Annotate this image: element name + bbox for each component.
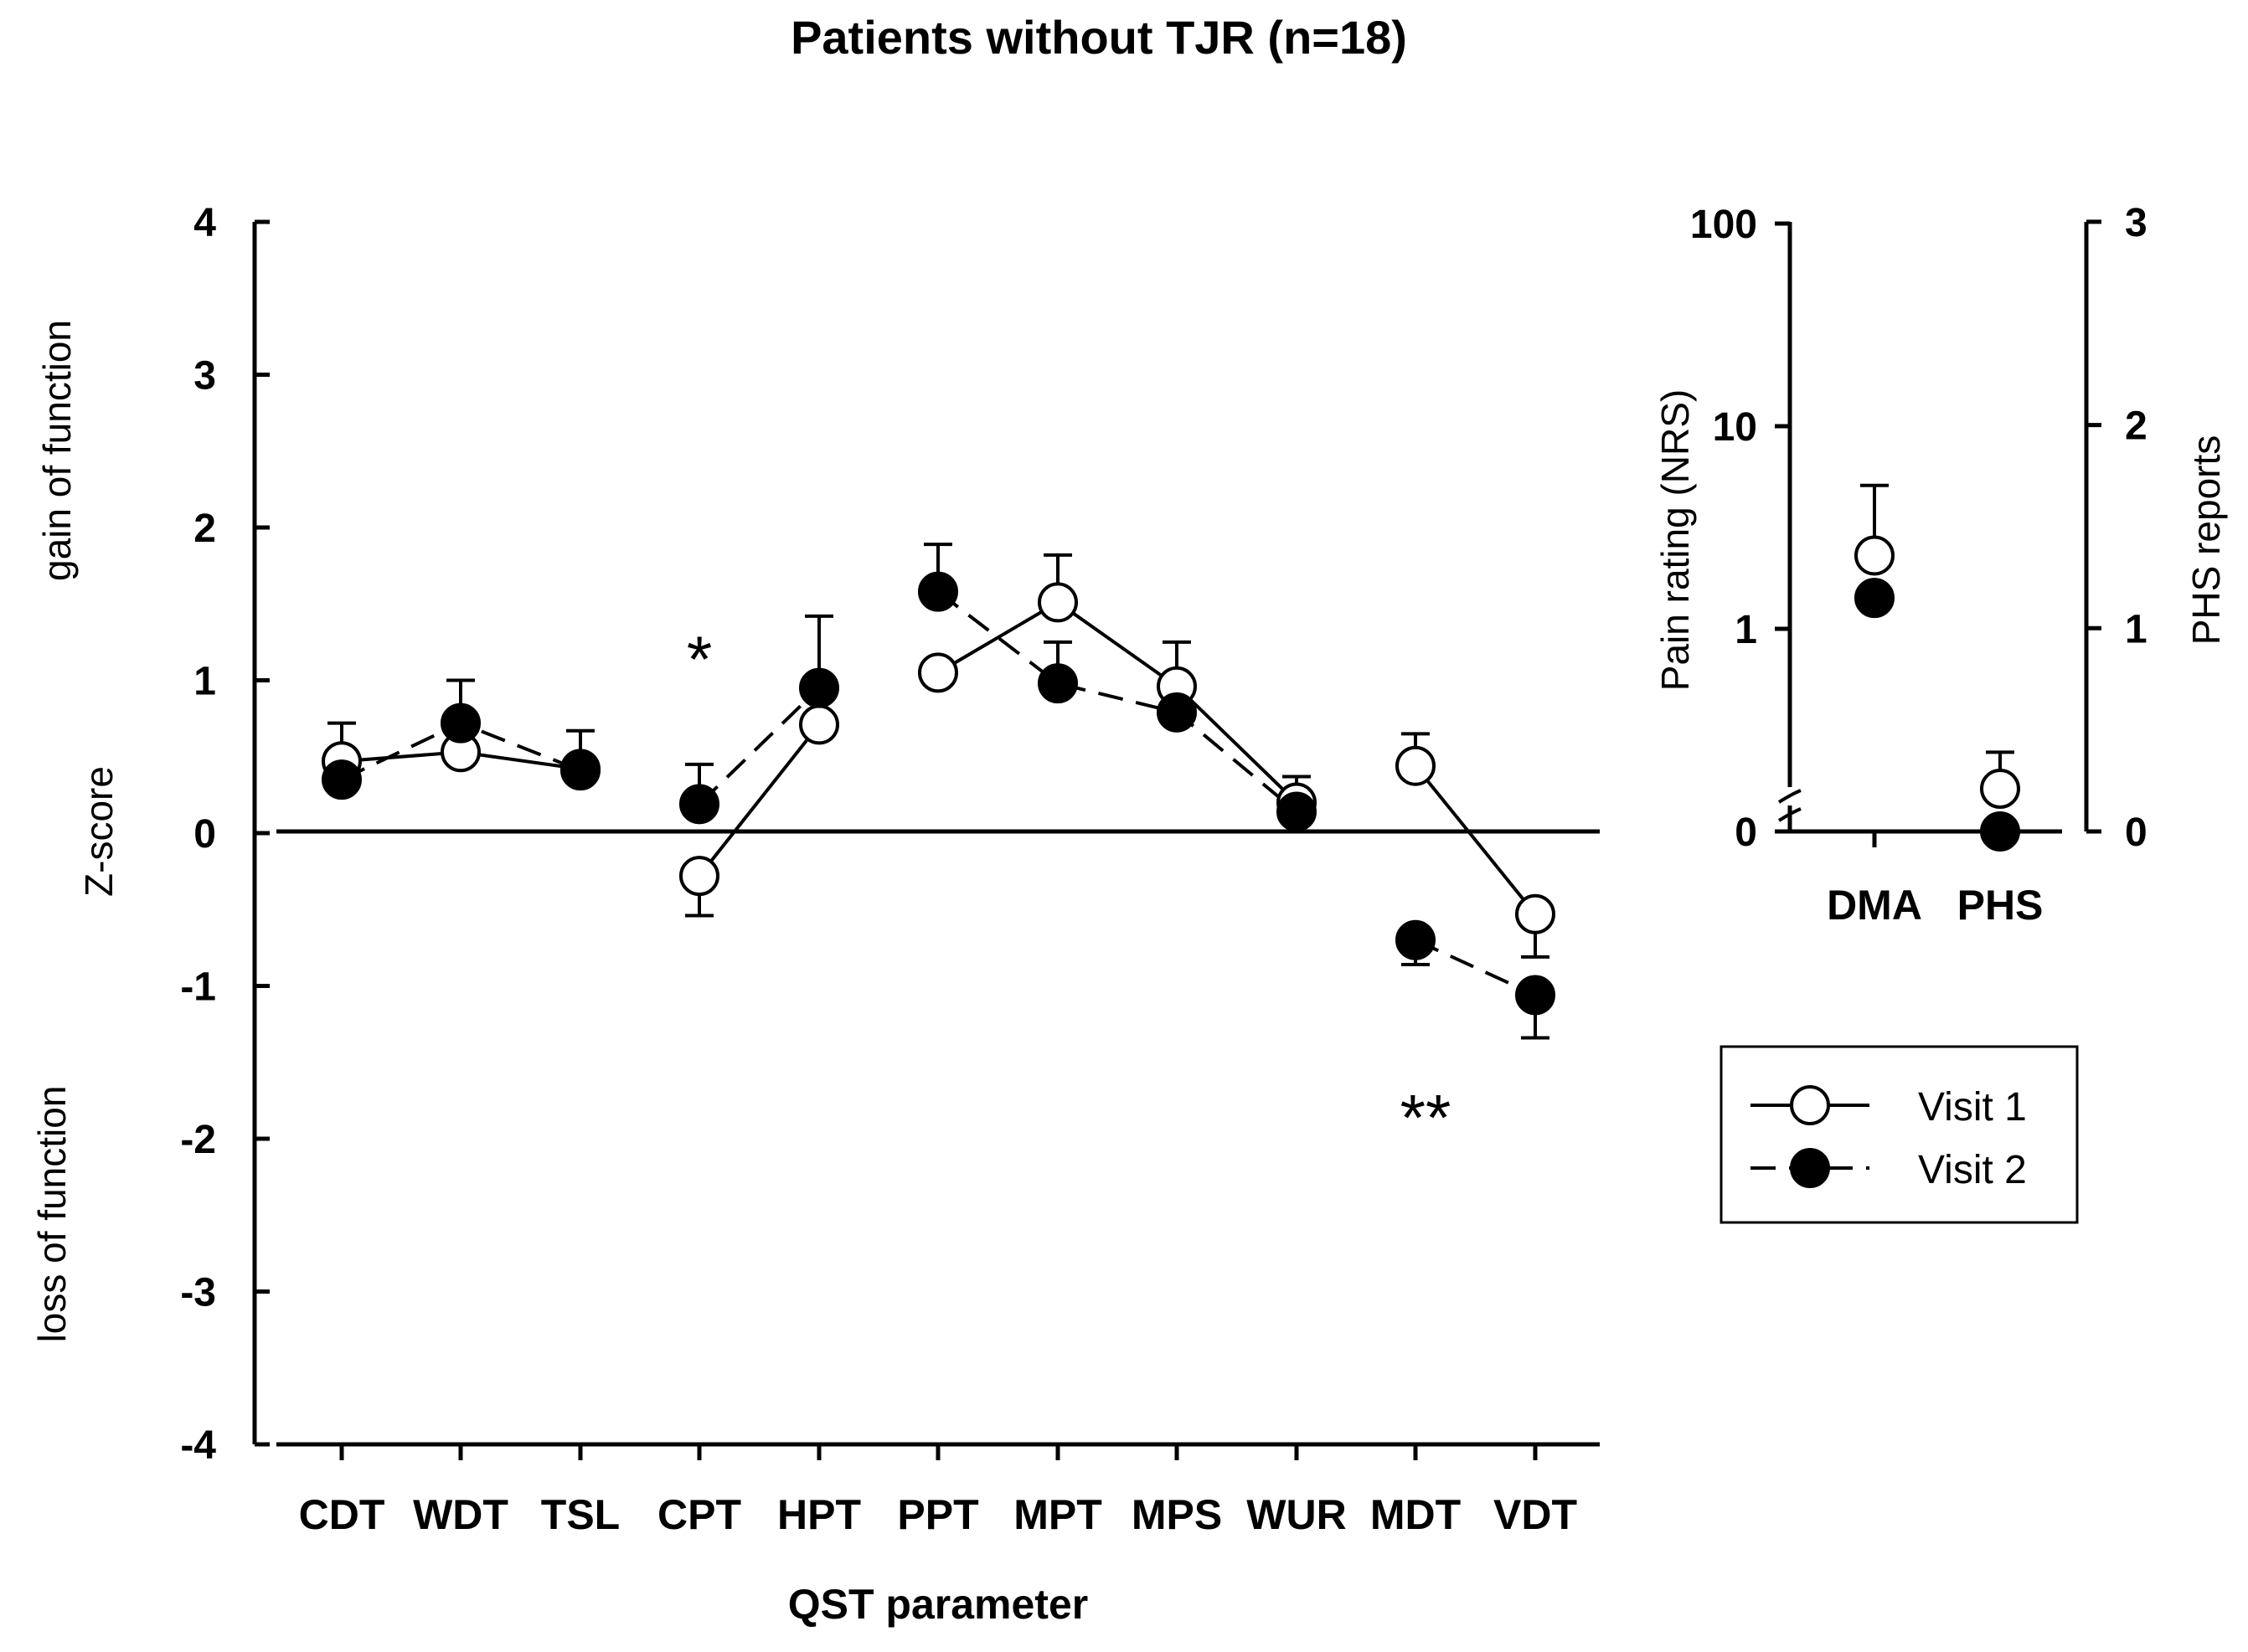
visit-1-point-mdt xyxy=(1395,745,1436,786)
visit-1-line-segment xyxy=(936,600,1298,804)
visit-1-point-hpt xyxy=(799,704,839,745)
x-ticks: CDT WDT TSL CPT HPT PPT MPT MPS WUR MDT VDT xyxy=(299,1444,1577,1538)
legend-label-visit-2: Visit 2 xyxy=(1918,1148,2027,1192)
visit-2-point-cdt xyxy=(322,759,362,800)
legend-marker-visit-2 xyxy=(1790,1148,1830,1188)
visit-1-point-dma xyxy=(1854,535,1895,576)
right-axis-tick-label: 0 xyxy=(2125,811,2147,855)
visit-2-line-segment xyxy=(698,687,821,805)
x-tick-label: MPT xyxy=(1013,1491,1102,1538)
x-tick-label: WUR xyxy=(1246,1491,1346,1538)
x-tick-label: MPS xyxy=(1132,1491,1222,1538)
left-axis-tick-label: 0 xyxy=(1735,811,1757,855)
visit-2-point-vdt xyxy=(1515,975,1555,1016)
y-tick-label: -2 xyxy=(180,1118,216,1162)
x-axis-title: QST parameter xyxy=(788,1581,1088,1628)
small-x-ticks: DMA PHS xyxy=(1827,831,2043,929)
significance-marker: ** xyxy=(1400,1081,1451,1155)
left-axis-tick-label: 1 xyxy=(1735,608,1757,652)
y-tick-label: 3 xyxy=(193,354,216,399)
y-label-gain: gain of function xyxy=(35,320,79,581)
y-tick-label: 2 xyxy=(193,507,216,551)
x-tick-label: MDT xyxy=(1370,1491,1461,1538)
small-x-tick-label: PHS xyxy=(1957,882,2044,929)
small-points xyxy=(1854,483,2020,852)
visit-2-point-ppt xyxy=(918,571,958,612)
y-tick-label: -1 xyxy=(180,965,216,1010)
main-chart: 4 3 2 1 0 -1 -2 -3 -4 CDT WDT TSL CPT HPT PPT MPT MPS WU… xyxy=(30,201,1600,1628)
x-tick-label: WDT xyxy=(413,1491,508,1538)
right-axis-title: PHS reports xyxy=(2184,435,2228,646)
y-tick-label: -4 xyxy=(180,1423,216,1468)
significance-marker: * xyxy=(687,622,712,696)
visit-1-line-segment xyxy=(698,723,821,877)
annotations: *** xyxy=(687,622,1451,1155)
visit-2-point-dma xyxy=(1854,578,1895,619)
visit-2-point-wur xyxy=(1276,791,1317,832)
visit-2-point-wdt xyxy=(441,702,481,744)
visit-2-point-hpt xyxy=(799,667,839,708)
visit-1-point-cpt xyxy=(679,856,719,897)
visit-2-line-segment xyxy=(1415,938,1536,997)
error-bars xyxy=(327,543,1549,1040)
y-label-loss: loss of function xyxy=(30,1086,74,1343)
x-tick-label: HPT xyxy=(777,1491,861,1538)
x-tick-label: TSL xyxy=(541,1491,620,1538)
legend-box xyxy=(1720,1045,2079,1224)
y-tick-label: 1 xyxy=(193,660,216,704)
right-axis-ticks: 3 2 1 0 xyxy=(2086,201,2147,855)
visit-2-point-mdt xyxy=(1395,919,1436,960)
y-tick-label: 4 xyxy=(193,201,216,245)
x-tick-label: PPT xyxy=(897,1491,978,1538)
x-tick-label: CPT xyxy=(657,1491,741,1538)
visit-2-point-tsl xyxy=(560,750,601,791)
y-ticks: 4 3 2 1 0 -1 -2 -3 -4 xyxy=(180,201,270,1468)
visit-2-point-mpt xyxy=(1038,663,1078,704)
visit-1-point-phs xyxy=(1980,769,2020,810)
visit-1-point-ppt xyxy=(918,652,958,693)
visit-2-point-mps xyxy=(1157,692,1197,733)
right-axis-tick-label: 2 xyxy=(2125,404,2147,449)
right-axis-tick-label: 1 xyxy=(2125,607,2147,651)
legend-marker-visit-1 xyxy=(1790,1085,1830,1125)
legend: Visit 1 Visit 2 xyxy=(1720,1045,2079,1224)
left-axis-tick-label: 10 xyxy=(1713,405,1757,450)
right-axis-tick-label: 3 xyxy=(2125,201,2147,245)
visit-2-point-cpt xyxy=(679,784,719,825)
small-x-tick-label: DMA xyxy=(1827,882,1922,929)
small-chart-axes xyxy=(1787,222,2089,834)
y-axis-title: Z-score xyxy=(77,766,121,897)
x-tick-label: CDT xyxy=(299,1491,385,1538)
visit-1-point-mpt xyxy=(1038,582,1078,623)
x-tick-label: VDT xyxy=(1493,1491,1577,1538)
left-axis-title: Pain rating (NRS) xyxy=(1653,389,1697,691)
series-lines xyxy=(341,590,1537,997)
chart-title: Patients without TJR (n=18) xyxy=(791,11,1407,64)
visit-1-point-vdt xyxy=(1515,893,1555,934)
y-tick-label: 0 xyxy=(193,812,216,857)
markers xyxy=(322,571,1555,1016)
visit-2-line-segment xyxy=(936,590,1298,813)
left-axis-tick-label: 100 xyxy=(1690,203,1757,247)
visit-1-line-segment xyxy=(1414,764,1537,915)
legend-label-visit-1: Visit 1 xyxy=(1918,1085,2027,1130)
axis-break-mark xyxy=(1777,789,1802,822)
visit-2-point-phs xyxy=(1980,811,2020,852)
y-tick-label: -3 xyxy=(180,1271,216,1315)
